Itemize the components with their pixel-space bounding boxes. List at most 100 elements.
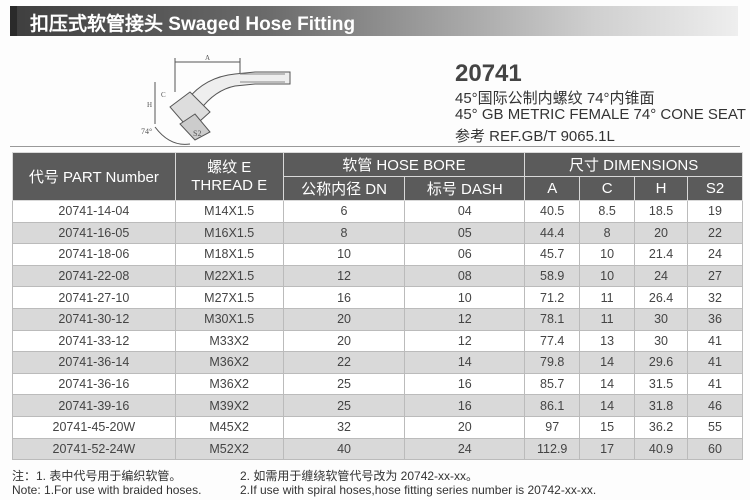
cell-dn: 12 bbox=[282, 264, 406, 288]
cell-a: 112.9 bbox=[524, 437, 581, 461]
banner-marker bbox=[10, 6, 17, 36]
cell-thread: M16X1.5 bbox=[174, 221, 284, 245]
cell-c: 14 bbox=[579, 394, 636, 417]
cell-dash: 14 bbox=[404, 351, 526, 374]
table-row: 20741-36-14 M36X2 22 14 79.8 14 29.6 41 bbox=[12, 351, 743, 374]
cell-thread: M36X2 bbox=[174, 372, 284, 396]
cell-dash: 24 bbox=[404, 437, 526, 461]
cell-c: 15 bbox=[579, 415, 636, 439]
cell-s2: 22 bbox=[687, 221, 743, 245]
table-row: 20741-16-05 M16X1.5 8 05 44.4 8 20 22 bbox=[12, 221, 743, 245]
cell-dn: 20 bbox=[282, 307, 406, 331]
cell-s2: 46 bbox=[687, 394, 743, 417]
cell-c: 13 bbox=[579, 329, 636, 353]
cell-s2: 27 bbox=[687, 264, 743, 288]
table-row: 20741-52-24W M52X2 40 24 112.9 17 40.9 60 bbox=[12, 437, 743, 461]
cell-part-number: 20741-39-16 bbox=[12, 394, 176, 417]
cell-part-number: 20741-45-20W bbox=[12, 415, 176, 439]
note-en-1: Note: 1.For use with braided hoses. bbox=[12, 483, 202, 497]
cell-dash: 12 bbox=[404, 307, 526, 331]
cell-c: 10 bbox=[579, 243, 636, 266]
cell-dash: 16 bbox=[404, 394, 526, 417]
cell-dn: 25 bbox=[282, 394, 406, 417]
header-h: H bbox=[634, 176, 689, 201]
cell-dn: 22 bbox=[282, 351, 406, 374]
table-row: 20741-27-10 M27X1.5 16 10 71.2 11 26.4 32 bbox=[12, 286, 743, 309]
description-cn: 45°国际公制内螺纹 74°内锥面 bbox=[455, 90, 655, 107]
cell-thread: M36X2 bbox=[174, 351, 284, 374]
cell-a: 79.8 bbox=[524, 351, 581, 374]
cell-dn: 6 bbox=[282, 200, 406, 223]
cell-s2: 36 bbox=[687, 307, 743, 331]
cell-dn: 32 bbox=[282, 415, 406, 439]
cell-thread: M45X2 bbox=[174, 415, 284, 439]
description-en: 45° GB METRIC FEMALE 74° CONE SEAT bbox=[455, 106, 746, 123]
cell-thread: M27X1.5 bbox=[174, 286, 284, 309]
dim-label-h: H bbox=[147, 101, 152, 109]
cell-dash: 16 bbox=[404, 372, 526, 396]
cell-a: 71.2 bbox=[524, 286, 581, 309]
cell-c: 8.5 bbox=[579, 200, 636, 223]
fitting-drawing: A C H 74° S2 bbox=[141, 54, 291, 145]
cell-thread: M14X1.5 bbox=[174, 200, 284, 223]
header-s2: S2 bbox=[687, 176, 743, 201]
cell-h: 36.2 bbox=[634, 415, 689, 439]
cell-h: 30 bbox=[634, 307, 689, 331]
cell-dn: 16 bbox=[282, 286, 406, 309]
cell-s2: 41 bbox=[687, 351, 743, 374]
cell-s2: 41 bbox=[687, 372, 743, 396]
cell-a: 77.4 bbox=[524, 329, 581, 353]
cell-c: 10 bbox=[579, 264, 636, 288]
cell-part-number: 20741-27-10 bbox=[12, 286, 176, 309]
cell-h: 31.5 bbox=[634, 372, 689, 396]
table-row: 20741-30-12 M30X1.5 20 12 78.1 11 30 36 bbox=[12, 307, 743, 331]
cell-h: 26.4 bbox=[634, 286, 689, 309]
cell-thread: M22X1.5 bbox=[174, 264, 284, 288]
cell-part-number: 20741-22-08 bbox=[12, 264, 176, 288]
cell-dn: 20 bbox=[282, 329, 406, 353]
cell-h: 31.8 bbox=[634, 394, 689, 417]
cell-h: 30 bbox=[634, 329, 689, 353]
cell-a: 45.7 bbox=[524, 243, 581, 266]
note-cn-1: 注：1. 表中代号用于编织软管。 bbox=[12, 469, 182, 483]
cell-c: 11 bbox=[579, 307, 636, 331]
model-number: 20741 bbox=[455, 60, 522, 87]
dim-label-angle: 74° bbox=[141, 127, 152, 136]
cell-s2: 32 bbox=[687, 286, 743, 309]
cell-dash: 08 bbox=[404, 264, 526, 288]
header-a: A bbox=[524, 176, 581, 201]
cell-a: 85.7 bbox=[524, 372, 581, 396]
header-part-number: 代号 PART Number bbox=[12, 152, 176, 201]
cell-part-number: 20741-36-16 bbox=[12, 372, 176, 396]
cell-dn: 40 bbox=[282, 437, 406, 461]
dim-label-a: A bbox=[205, 54, 210, 62]
table-row: 20741-22-08 M22X1.5 12 08 58.9 10 24 27 bbox=[12, 264, 743, 288]
header-thread-en: THREAD E bbox=[191, 176, 268, 194]
table-row: 20741-39-16 M39X2 25 16 86.1 14 31.8 46 bbox=[12, 394, 743, 417]
table-row: 20741-18-06 M18X1.5 10 06 45.7 10 21.4 24 bbox=[12, 243, 743, 266]
cell-s2: 55 bbox=[687, 415, 743, 439]
cell-dn: 8 bbox=[282, 221, 406, 245]
cell-dash: 05 bbox=[404, 221, 526, 245]
cell-dash: 12 bbox=[404, 329, 526, 353]
dim-label-c: C bbox=[161, 91, 166, 99]
cell-dash: 04 bbox=[404, 200, 526, 223]
note-cn-2: 2. 如需用于缠绕软管代号改为 20742-xx-xx。 bbox=[240, 469, 479, 483]
cell-h: 20 bbox=[634, 221, 689, 245]
cell-h: 40.9 bbox=[634, 437, 689, 461]
cell-c: 17 bbox=[579, 437, 636, 461]
cell-a: 44.4 bbox=[524, 221, 581, 245]
cell-c: 11 bbox=[579, 286, 636, 309]
cell-c: 14 bbox=[579, 351, 636, 374]
cell-c: 8 bbox=[579, 221, 636, 245]
cell-thread: M30X1.5 bbox=[174, 307, 284, 331]
cell-h: 24 bbox=[634, 264, 689, 288]
cell-h: 29.6 bbox=[634, 351, 689, 374]
cell-s2: 24 bbox=[687, 243, 743, 266]
header-thread-cn: 螺纹 E bbox=[207, 159, 252, 177]
note-en-2: 2.If use with spiral hoses,hose fitting … bbox=[240, 483, 597, 497]
cell-part-number: 20741-33-12 bbox=[12, 329, 176, 353]
cell-a: 97 bbox=[524, 415, 581, 439]
cell-part-number: 20741-52-24W bbox=[12, 437, 176, 461]
cell-part-number: 20741-36-14 bbox=[12, 351, 176, 374]
